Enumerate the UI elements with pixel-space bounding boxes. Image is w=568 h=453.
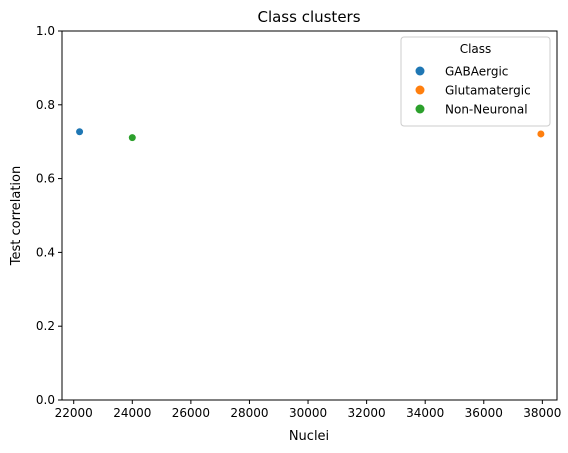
data-points bbox=[75, 127, 545, 142]
data-point bbox=[536, 129, 545, 139]
x-tick-label: 26000 bbox=[172, 406, 210, 420]
x-tick-label: 38000 bbox=[523, 406, 561, 420]
y-axis-label: Test correlation bbox=[9, 166, 24, 267]
data-point bbox=[128, 133, 137, 142]
plot-frame bbox=[61, 30, 558, 401]
legend: Class GABAergic Glutamatergic Non-Neuronal bbox=[400, 36, 551, 127]
x-tick-label: 34000 bbox=[406, 406, 444, 420]
chart-title: Class clusters bbox=[257, 8, 360, 26]
x-tick-label: 28000 bbox=[230, 406, 268, 420]
x-tick-label: 32000 bbox=[348, 406, 386, 420]
legend-label: Glutamatergic bbox=[445, 84, 531, 98]
legend-box bbox=[400, 36, 551, 127]
x-axis-label: Nuclei bbox=[289, 429, 329, 444]
legend-marker bbox=[415, 104, 425, 114]
legend-title: Class bbox=[460, 42, 492, 56]
y-tick-label: 0.4 bbox=[36, 245, 55, 259]
legend-marker bbox=[415, 85, 425, 95]
legend-marker bbox=[415, 66, 425, 76]
y-tick-label: 0.8 bbox=[36, 98, 55, 112]
legend-label: GABAergic bbox=[445, 65, 508, 79]
legend-label: Non-Neuronal bbox=[445, 103, 528, 117]
y-tick-label: 0.6 bbox=[36, 172, 55, 186]
x-tick-label: 22000 bbox=[55, 406, 93, 420]
x-tick-label: 36000 bbox=[465, 406, 503, 420]
data-point bbox=[75, 127, 84, 136]
y-tick-label: 0.2 bbox=[36, 319, 55, 333]
legend-items: GABAergic Glutamatergic Non-Neuronal bbox=[415, 65, 531, 117]
x-tick-label: 30000 bbox=[289, 406, 327, 420]
axis-ticks: 22000 24000 26000 28000 30000 32000 34000 36000… bbox=[36, 24, 562, 420]
y-tick-label: 0.0 bbox=[36, 393, 55, 407]
x-tick-label: 24000 bbox=[113, 406, 151, 420]
y-tick-label: 1.0 bbox=[36, 24, 55, 38]
